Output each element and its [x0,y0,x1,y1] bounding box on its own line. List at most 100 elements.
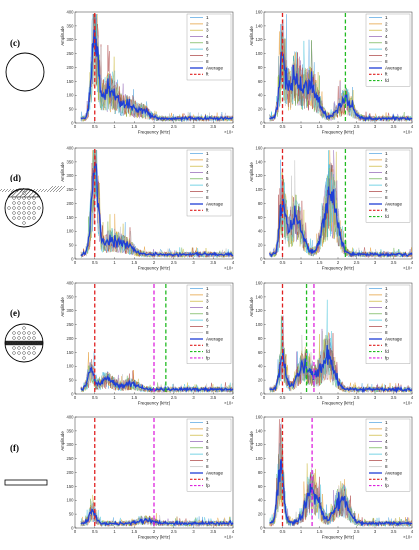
y-axis-label: Amplitude [249,431,254,451]
ytick-label: 80 [258,336,263,341]
legend-label: 6 [385,183,388,188]
ytick-label: 50 [69,107,74,112]
xtick-label: 3.5 [391,529,397,534]
legend-label: 8 [206,59,209,64]
plot-f-1: 0 50 100 150 200 250 300 350 400 0 0.5 1 1.5 2 2.5 3 3.5… [60,414,235,539]
hole [32,331,36,335]
ytick-label: 80 [258,65,263,70]
ytick-label: 50 [69,378,74,383]
legend-label: 7 [385,53,388,58]
legend-label: 7 [206,458,209,463]
plot-c-1: 0 50 100 150 200 250 300 350 400 0 0.5 1 1.5 2 2.5 3 3.5… [60,9,235,134]
y-axis-label: Amplitude [249,162,254,182]
hole [22,221,26,225]
ytick-label: 350 [67,294,75,299]
xtick-label: 3 [374,395,377,400]
disc-band-holes-icon [4,323,44,363]
legend-label: ft [385,343,388,348]
legend-label: 8 [385,330,388,335]
average-line [80,162,234,258]
band [5,340,43,346]
ytick-label: 120 [256,37,264,42]
legend-label: 4 [385,34,388,39]
xtick-label: 2.5 [354,260,360,265]
row-label: (f) [10,443,19,453]
ytick-label: 100 [256,51,264,56]
xtick-label: 1.5 [131,124,137,129]
xtick-label: 3.5 [210,260,216,265]
xtick-label: 0.5 [92,260,98,265]
xtick-label: 2 [337,260,340,265]
ytick-label: 100 [256,456,264,461]
xtick-label: 1.5 [317,529,323,534]
ytick-label: 160 [256,280,264,285]
ytick-label: 120 [256,442,264,447]
legend-label: 2 [385,292,388,297]
ytick-label: 100 [256,187,264,192]
ytick-label: 160 [256,9,264,14]
hole [27,201,31,205]
hole [12,346,16,350]
plot-d-2: 0 20 40 60 80 100 120 140 160 0 0.5 1 1.5 2 2.5 3 3.5 4 Fr… [249,145,414,270]
hole [7,341,11,345]
legend-label: fp [206,355,210,360]
hatch-line [52,185,60,193]
legend-label: 1 [385,15,388,20]
x-axis-label: Frequency (kHz) [322,535,355,540]
ytick-label: 0 [71,256,74,261]
ytick-label: 150 [67,79,75,84]
x-exponent: ×10⁴ [224,401,233,406]
ytick-label: 300 [67,37,75,42]
hole [32,341,36,345]
hole [32,196,36,200]
ytick-label: 200 [67,65,75,70]
xtick-label: 2.5 [354,124,360,129]
legend-label: 2 [206,292,209,297]
hole [12,206,16,210]
legend-label: fd [385,78,389,83]
ytick-label: 150 [67,215,75,220]
ytick-label: 60 [258,79,263,84]
hole [17,336,21,340]
xtick-label: 3 [192,124,195,129]
xtick-label: 2 [153,395,156,400]
xtick-label: 2 [153,529,156,534]
xtick-label: 3.5 [210,124,216,129]
xtick-label: 0.5 [280,260,286,265]
hole [12,216,16,220]
xtick-label: 4 [411,395,414,400]
xtick-label: 4 [232,260,235,265]
ytick-label: 40 [258,229,263,234]
flat-bar-icon [4,479,48,486]
legend-label: 2 [206,157,209,162]
legend-label: 2 [206,21,209,26]
ytick-label: 80 [258,470,263,475]
ytick-label: 40 [258,93,263,98]
legend-label: 5 [206,311,209,316]
legend-label: 6 [206,183,209,188]
ytick-label: 40 [258,498,263,503]
xtick-label: 2 [337,124,340,129]
ytick-label: 140 [256,23,264,28]
xtick-label: 3 [192,260,195,265]
x-exponent: ×10⁴ [403,535,412,540]
hole [22,191,26,195]
legend-box [186,149,232,217]
ytick-label: 20 [258,512,263,517]
circle-outline [5,52,45,92]
legend-label: 5 [206,176,209,181]
legend-label: 7 [385,324,388,329]
hole [17,206,21,210]
hole [17,216,21,220]
legend-label: 7 [206,53,209,58]
legend-label: ft [385,72,388,77]
xtick-label: 0.5 [280,124,286,129]
legend-label: 5 [385,311,388,316]
legend-label: 3 [385,433,388,438]
legend-label: fp [206,483,210,488]
legend-label: 5 [385,40,388,45]
hole [22,196,26,200]
legend-label: 8 [385,195,388,200]
ytick-label: 400 [67,145,75,150]
